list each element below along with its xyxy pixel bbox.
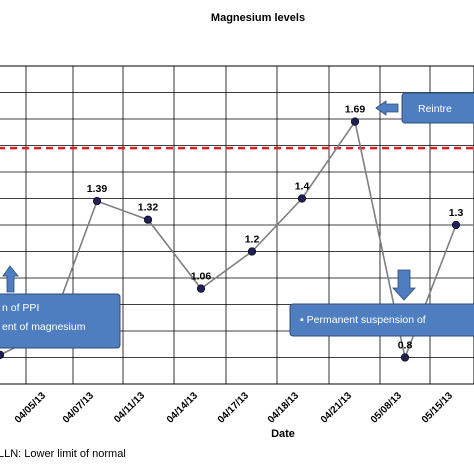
data-label: 1.2 [245,234,260,246]
x-tick-label: 04/21/13 [319,390,355,426]
data-point [247,247,257,256]
data-point [400,353,410,362]
callouts: Reintre n of PPI ent of magnesium ▪ Permane… [0,92,474,349]
x-tick-label: 05/15/13 [420,390,456,426]
callout-text: ▪ Permanent suspension of [300,314,426,326]
data-point [350,117,360,126]
data-label: 1.3 [449,207,464,219]
chart-title: Magnesium levels [211,12,305,24]
callout-arrow [392,269,416,301]
callout-arrow [375,100,399,116]
callout-3: ▪ Permanent suspension of [289,269,474,337]
callout-box [289,303,474,337]
data-point [92,197,102,206]
x-tick-label: 05/08/13 [369,390,405,426]
data-label: 1.32 [138,202,159,214]
x-tick-label: 04/17/13 [216,390,252,426]
data-label: 1.06 [191,271,212,283]
x-axis-label: Date [271,428,295,440]
callout-1: Reintre [375,92,474,124]
data-point [143,215,153,224]
footnote: LLN: Lower limit of normal [0,448,126,460]
callout-box [401,92,474,124]
callout-box [0,293,121,349]
x-tick-label: 04/14/13 [165,390,201,426]
x-tick-label: 04/18/13 [266,390,302,426]
callout-text: Reintre [418,103,452,115]
data-point [196,284,206,293]
data-point [451,220,461,230]
data-point [0,350,5,359]
x-tick-label: 04/07/13 [61,390,97,426]
data-label: 1.69 [345,104,366,116]
data-label: 0.8 [398,340,413,352]
x-tick-label: 04/05/13 [13,390,49,426]
callout-text: n of PPI [2,302,39,314]
x-tick-label: 04/11/13 [112,390,147,425]
data-points [0,117,461,362]
callout-text: ent of magnesium [2,321,86,333]
callout-arrow [2,265,19,293]
x-tick-labels: 04/05/13 04/07/13 04/11/13 04/14/13 04/17/13… [13,390,456,426]
callout-2: n of PPI ent of magnesium [0,265,121,349]
data-label: 1.4 [295,181,310,193]
data-label: 1.39 [87,183,108,195]
data-point [297,194,307,203]
